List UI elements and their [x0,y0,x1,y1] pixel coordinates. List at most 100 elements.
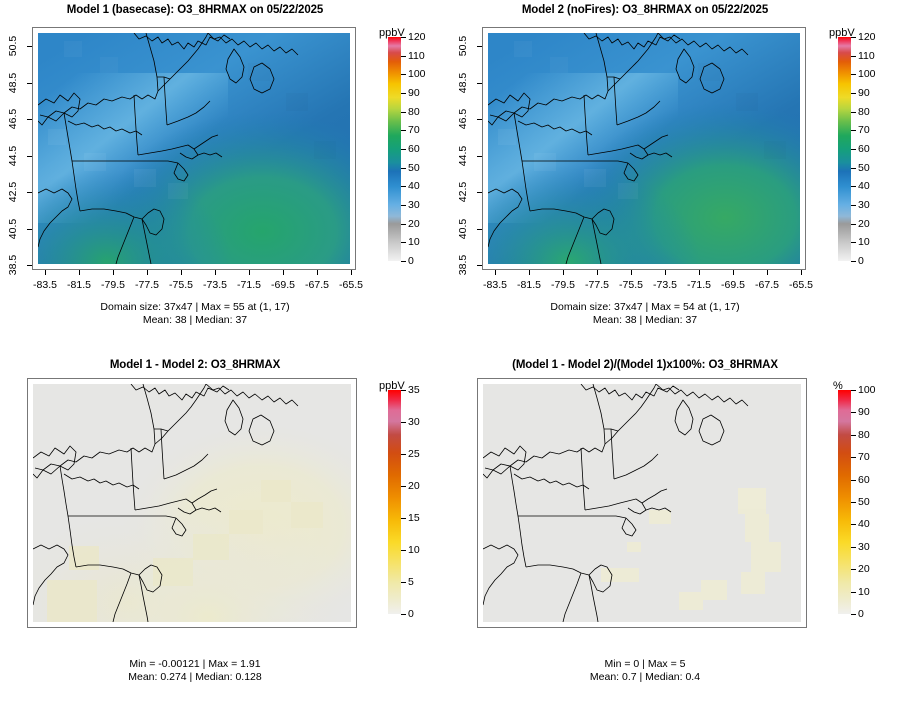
panel-model1-ytick [27,46,32,47]
panel-model1-footer-line1: Domain size: 37x47 | Max = 55 at (1, 17) [100,301,290,313]
panel-percent-difference-footer-line2: Mean: 0.7 | Median: 0.4 [589,670,701,683]
panel-model2-colorbar-tick [851,37,856,38]
panel-model1-colorbar-label: 90 [408,87,420,99]
panel-percent-difference-colorbar-tick [851,591,856,593]
panel-percent-difference-colorbar-tick [851,502,856,503]
panel-model1-colorbar[interactable]: ppbV [378,27,438,272]
panel-model2-colorbar-tick [851,205,856,206]
panel-difference-colorbar-tick [401,454,406,455]
panel-model2-colorbar-units: ppbV [829,27,855,39]
panel-model1-xtick-label: -75.5 [169,279,193,291]
panel-model2-ytick [477,265,482,266]
panel-difference-colorbar-tick [401,550,406,551]
panel-model1-colorbar-tick [401,205,406,206]
panel-model2-colorbar-label: 20 [858,217,870,230]
panel-difference-colorbar[interactable]: ppbV [378,380,438,625]
panel-percent-difference-colorbar-label: 40 [858,518,870,531]
panel-difference-plot-frame[interactable] [27,378,357,628]
panel-difference-colorbar-label: 25 [408,448,420,460]
panel-model1-xtick [181,270,182,275]
panel-model1-colorbar-gradient [388,37,401,261]
panel-percent-difference-colorbar-label: 80 [858,428,870,441]
panel-model2-colorbar-label: 60 [858,143,870,155]
panel-difference-colorbar-label: 30 [408,416,420,428]
panel-model2-colorbar-tick [851,261,856,262]
panel-model2-xtick-label: -73.5 [653,279,677,291]
panel-model1-colorbar-label: 40 [408,180,420,193]
panel-model1-coastlines [38,33,299,264]
panel-model1-footer-line2: Mean: 38 | Median: 37 [142,313,248,326]
panel-model1-ytick-label: 50.5 [7,35,19,57]
panel-model2-colorbar-label: 50 [858,161,870,174]
panel-model1-xtick [283,270,284,275]
panel-model1-colorbar-tick [401,37,406,38]
panel-model2-colorbar-gradient [838,37,851,261]
panel-model1-xtick-label: -77.5 [135,279,159,291]
panel-model2-footer-line2: Mean: 38 | Median: 37 [592,313,698,326]
panel-model2-colorbar-tick [851,149,856,150]
panel-model2-xtick [665,270,666,275]
panel-percent-difference-colorbar[interactable]: % 100 90 80 70 60 50 40 30 20 10 0 [828,380,888,625]
panel-model1-colorbar-label: 20 [408,217,420,230]
panel-percent-difference: (Model 1 - Model 2)/(Model 1)x100%: O3_8… [450,350,900,706]
panel-model2-colorbar-tick [851,111,856,113]
panel-model1-raster [38,33,350,264]
panel-difference-colorbar-units: ppbV [379,380,405,392]
panel-model1-xtick-label: -81.5 [67,279,91,291]
panel-model2-footer-line1: Domain size: 37x47 | Max = 54 at (1, 17) [550,301,740,313]
panel-model1-xtick-label: -83.5 [33,279,57,291]
panel-difference-colorbar-tick [401,518,406,519]
panel-model1-xtick-label: -73.5 [203,279,227,291]
panel-percent-difference-colorbar-label: 90 [858,406,870,419]
panel-percent-difference-colorbar-tick [851,546,856,548]
panel-percent-difference-colorbar-label: 60 [858,473,870,486]
panel-model1-colorbar-label: 60 [408,143,420,155]
panel-model2-colorbar[interactable]: ppbV 120 110 100 90 80 70 60 50 40 30 20… [828,27,888,272]
panel-model1-colorbar-label: 100 [408,68,426,81]
panel-model1-xtick [147,270,148,275]
panel-model1-colorbar-units: ppbV [379,27,405,39]
panel-difference-colorbar-label: 15 [408,512,420,524]
panel-model1-xtick-label: -71.5 [237,279,261,291]
panel-model1-ytick [27,83,32,84]
panel-model2-xtick-label: -69.5 [721,279,745,291]
panel-percent-difference-plot-frame[interactable] [477,378,807,628]
panel-model2: Model 2 (noFires): O3_8HRMAX on 05/22/20… [450,0,900,350]
panel-model1-plot-frame[interactable] [32,27,356,270]
panel-percent-difference-colorbar-tick [851,434,856,436]
panel-model2-colorbar-label: 40 [858,180,870,193]
panel-model2-xtick [495,270,496,275]
panel-model1-footer: Domain size: 37x47 | Max = 55 at (1, 17)… [0,301,390,326]
panel-percent-difference-colorbar-tick [851,614,856,615]
panel-model2-ytick [477,156,482,157]
panel-percent-difference-footer: Min = 0 | Max = 5 Mean: 0.7 | Median: 0.… [450,658,840,683]
panel-model1-colorbar-tick [401,186,406,188]
panel-percent-difference-title: (Model 1 - Model 2)/(Model 1)x100%: O3_8… [512,359,778,371]
panel-percent-difference-colorbar-label: 30 [858,540,870,553]
panel-model2-ytick [477,229,482,230]
panel-model2-xtick [529,270,530,275]
panel-model1-xtick [215,270,216,275]
panel-model1-ytick [27,156,32,157]
panel-model2-xtick-label: -77.5 [585,279,609,291]
panel-model1: Model 1 (basecase): O3_8HRMAX on 05/22/2… [0,0,450,350]
panel-model2-colorbar-tick [851,130,856,132]
panel-percent-difference-colorbar-gradient [838,390,851,614]
panel-percent-difference-colorbar-label: 20 [858,563,870,576]
panel-difference: Model 1 - Model 2: O3_8HRMAX [0,350,450,706]
panel-percent-difference-colorbar-tick [851,479,856,481]
panel-model1-xtick-label: -67.5 [305,279,329,291]
panel-percent-difference-footer-line1: Min = 0 | Max = 5 [604,658,686,670]
panel-model1-colorbar-tick [401,111,406,113]
panel-model1-colorbar-tick [401,223,406,225]
panel-percent-difference-colorbar-tick [851,390,856,391]
panel-model2-footer: Domain size: 37x47 | Max = 54 at (1, 17)… [450,301,840,326]
panel-model2-plot-frame[interactable] [482,27,806,270]
panel-model1-colorbar-label: 0 [408,255,414,267]
panel-percent-difference-colorbar-label: 0 [858,608,864,620]
panel-model1-colorbar-tick [401,74,406,76]
panel-model2-colorbar-label: 80 [858,105,870,118]
panel-model2-xtick [767,270,768,275]
panel-model2-xtick [801,270,802,275]
panel-model2-ytick [477,46,482,47]
